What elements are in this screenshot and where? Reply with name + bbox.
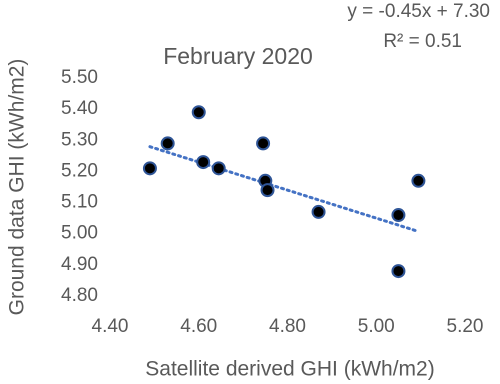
y-tick-label: 5.40 [61,98,98,119]
point [142,161,157,176]
point [256,136,271,151]
y-tick-label: 4.80 [61,285,98,306]
equation: y = -0.45x + 7.30 [347,1,490,22]
y-tick-label: 5.20 [61,160,98,181]
chart-title: February 2020 [163,43,313,69]
y-axis-label: Ground data GHI (kWh/m2) [6,59,29,316]
r-squared: R² = 0.51 [383,31,462,52]
point [160,136,175,151]
x-tick-label: 4.80 [269,316,306,337]
point [196,155,211,170]
x-tick-label: 4.60 [180,316,217,337]
trendline [148,145,420,233]
point [391,208,406,223]
point [191,105,206,120]
point [311,204,326,219]
y-tick-label: 5.10 [61,192,98,213]
point [391,264,406,279]
y-tick-label: 5.30 [61,129,98,150]
point [211,161,226,176]
x-tick-label: 5.20 [447,316,484,337]
x-tick-label: 5.00 [358,316,395,337]
point [260,183,275,198]
point [411,173,426,188]
x-axis-label: Satellite derived GHI (kWh/m2) [145,358,434,381]
x-tick-label: 4.40 [92,316,129,337]
y-tick-label: 5.00 [61,223,98,244]
y-tick-label: 4.90 [61,254,98,275]
y-tick-label: 5.50 [61,67,98,88]
